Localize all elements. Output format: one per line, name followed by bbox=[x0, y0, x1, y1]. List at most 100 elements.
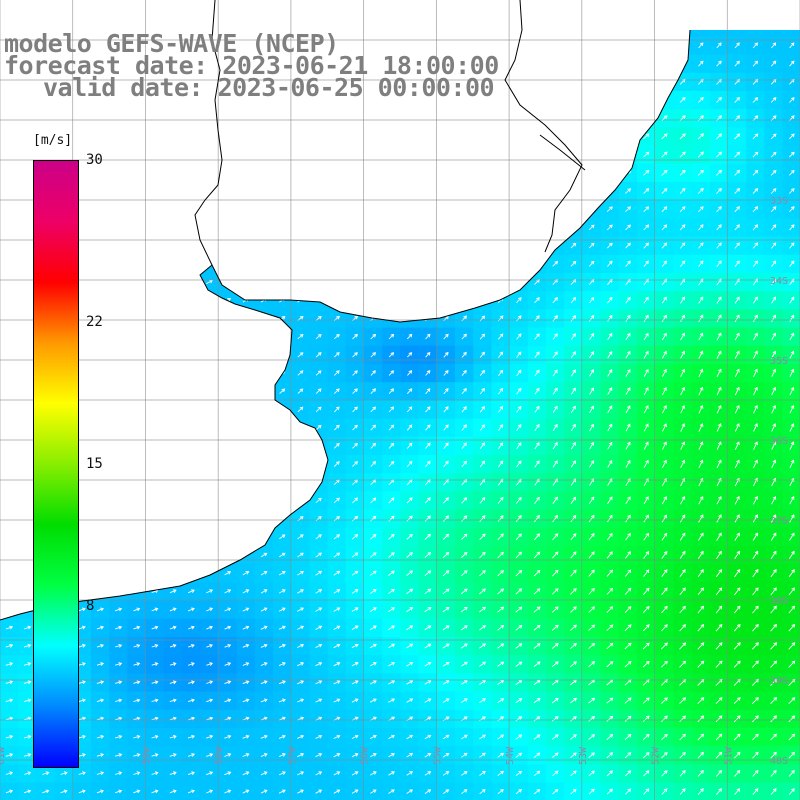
wind-arrow bbox=[97, 498, 104, 503]
wind-arrow bbox=[370, 261, 377, 267]
wind-speed-cell bbox=[127, 145, 147, 165]
wind-arrow bbox=[424, 43, 432, 48]
wind-arrow bbox=[23, 188, 32, 193]
wind-arrow bbox=[606, 60, 613, 67]
wind-speed-cell bbox=[309, 163, 329, 183]
wind-speed-cell bbox=[127, 127, 147, 147]
wind-arrow bbox=[242, 534, 250, 540]
wind-speed-cell bbox=[527, 200, 547, 219]
wind-arrow bbox=[461, 224, 468, 230]
wind-arrow bbox=[608, 7, 612, 12]
wind-speed-cell bbox=[291, 127, 310, 147]
wind-arrow bbox=[206, 352, 213, 358]
wind-speed-cell bbox=[764, 30, 784, 37]
wind-speed-cell bbox=[309, 127, 329, 147]
wind-speed-cell bbox=[546, 91, 565, 110]
wind-speed-cell bbox=[200, 473, 219, 492]
wind-speed-cell bbox=[418, 218, 438, 238]
wind-speed-cell bbox=[236, 491, 256, 511]
wind-speed-cell bbox=[218, 436, 238, 456]
wind-speed-cell bbox=[127, 546, 147, 565]
wind-arrow bbox=[187, 134, 195, 139]
wind-arrow bbox=[479, 297, 486, 304]
wind-speed-cell bbox=[309, 145, 329, 165]
wind-speed-cell bbox=[145, 273, 165, 292]
wind-speed-cell bbox=[309, 182, 329, 201]
wind-arrow bbox=[552, 242, 559, 249]
wind-arrow bbox=[388, 207, 395, 212]
wind-speed-cell bbox=[382, 309, 401, 329]
wind-speed-cell bbox=[309, 254, 329, 274]
wind-speed-cell bbox=[182, 109, 201, 128]
wind-speed-cell bbox=[127, 309, 147, 329]
wind-arrow bbox=[406, 188, 414, 194]
wind-arrow bbox=[497, 206, 504, 212]
wind-arrow bbox=[424, 225, 432, 230]
wind-arrow bbox=[297, 207, 305, 212]
colorbar-tick-label: 15 bbox=[86, 456, 103, 472]
wind-speed-cell bbox=[182, 309, 201, 329]
wind-speed-cell bbox=[0, 364, 19, 383]
wind-arrow bbox=[151, 116, 159, 120]
wind-speed-cell bbox=[400, 200, 420, 219]
wind-speed-cell bbox=[783, 0, 800, 19]
latitude-label: 39S bbox=[770, 676, 788, 687]
wind-speed-cell bbox=[400, 30, 420, 37]
wind-speed-cell bbox=[163, 527, 183, 547]
wind-speed-cell bbox=[509, 109, 529, 128]
wind-speed-cell bbox=[309, 109, 329, 128]
wind-speed-cell bbox=[109, 509, 128, 529]
wind-speed-cell bbox=[145, 145, 165, 165]
wind-speed-cell bbox=[236, 473, 256, 492]
wind-speed-cell bbox=[218, 546, 238, 565]
wind-arrow bbox=[315, 134, 323, 139]
wind-arrow bbox=[24, 261, 32, 266]
wind-arrow bbox=[169, 461, 177, 467]
wind-speed-cell bbox=[163, 400, 183, 420]
wind-arrow bbox=[133, 461, 140, 467]
wind-arrow bbox=[151, 552, 159, 557]
wind-arrow bbox=[461, 279, 468, 285]
wind-arrow bbox=[24, 407, 31, 412]
wind-speed-cell bbox=[473, 145, 492, 165]
wind-arrow bbox=[261, 424, 268, 431]
wind-arrow bbox=[114, 116, 123, 120]
wind-arrow bbox=[369, 170, 377, 175]
wind-speed-cell bbox=[145, 564, 165, 583]
wind-speed-cell bbox=[163, 182, 183, 201]
wind-arrow bbox=[315, 152, 323, 157]
wind-speed-cell bbox=[618, 30, 638, 37]
wind-speed-cell bbox=[400, 273, 420, 292]
wind-arrow bbox=[188, 7, 194, 10]
wind-speed-cell bbox=[273, 218, 292, 238]
wind-speed-cell bbox=[236, 109, 256, 128]
wind-speed-cell bbox=[273, 273, 292, 292]
wind-arrow bbox=[699, 6, 703, 11]
longitude-label: 51W bbox=[723, 746, 734, 765]
wind-arrow bbox=[461, 42, 468, 48]
wind-speed-cell bbox=[91, 291, 110, 310]
wind-speed-cell bbox=[418, 145, 438, 165]
wind-arrow bbox=[6, 461, 13, 467]
wind-arrow bbox=[515, 79, 522, 85]
longitude-label: 55W bbox=[432, 746, 443, 765]
wind-arrow bbox=[224, 498, 231, 503]
wind-arrow bbox=[588, 170, 595, 176]
wind-arrow bbox=[188, 498, 195, 503]
wind-arrow bbox=[570, 170, 577, 176]
wind-speed-cell bbox=[327, 145, 347, 165]
wind-arrow bbox=[133, 407, 140, 412]
wind-arrow bbox=[134, 7, 140, 10]
wind-arrow bbox=[206, 116, 214, 120]
wind-speed-cell bbox=[309, 236, 329, 256]
wind-speed-cell bbox=[218, 473, 238, 492]
wind-speed-cell bbox=[145, 254, 165, 274]
wind-speed-cell bbox=[218, 127, 238, 147]
wind-speed-cell bbox=[0, 400, 19, 420]
wind-speed-cell bbox=[200, 564, 219, 583]
wind-arrow bbox=[389, 25, 394, 29]
wind-arrow bbox=[261, 479, 268, 485]
wind-arrow bbox=[188, 479, 195, 485]
wind-speed-cell bbox=[127, 473, 147, 492]
wind-arrow bbox=[115, 225, 123, 230]
